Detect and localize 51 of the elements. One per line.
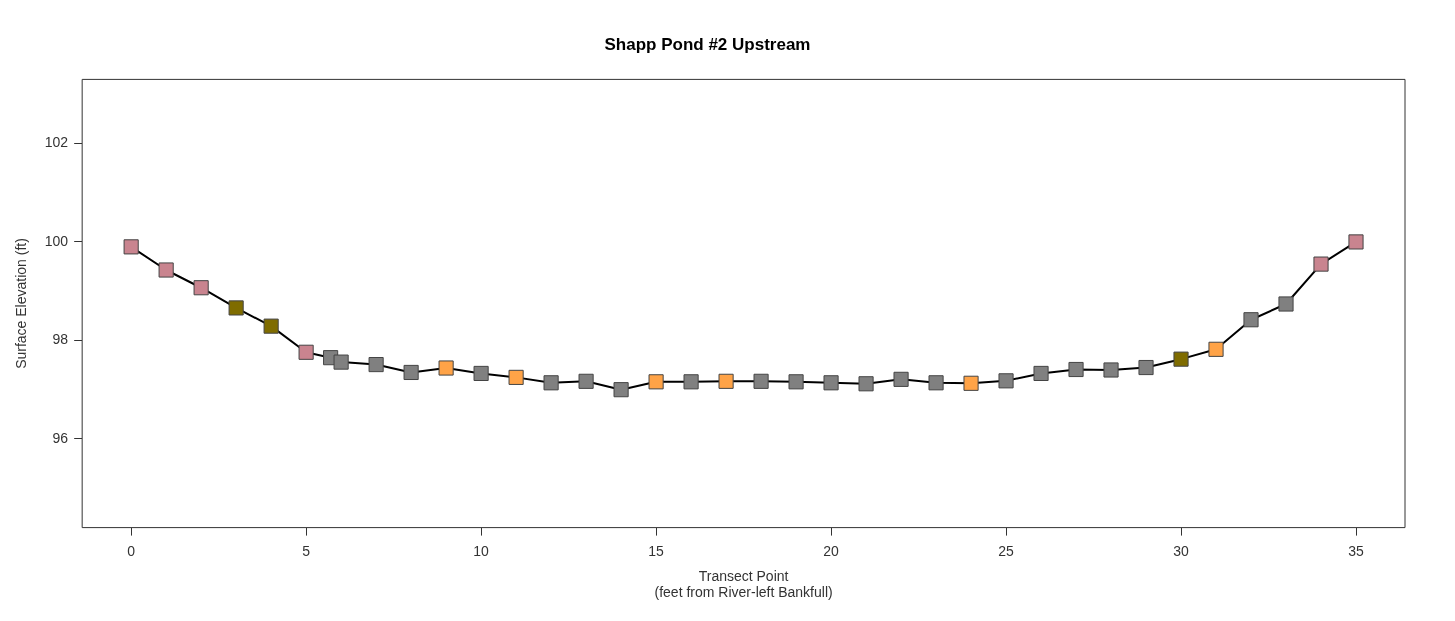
point [508,369,524,385]
point [1033,365,1049,382]
point [403,364,419,381]
point [1138,359,1154,376]
y-tick-label: 98 [52,331,69,348]
x-tick-label: 10 [473,542,490,559]
x-tick-label: 0 [127,542,136,559]
point [298,344,314,360]
point [473,365,489,382]
point [893,371,909,387]
point [1103,362,1119,378]
point [858,376,874,392]
point [648,374,664,390]
point [1208,341,1224,357]
point [158,262,174,278]
y-axis-title: Surface Elevation (ft) [13,238,30,369]
x-tick-label: 35 [1348,542,1364,559]
point [788,374,804,390]
point [1173,351,1189,367]
point [753,373,769,389]
x-axis-title: Transect Point (feet from River-left Bankfull) [654,567,833,601]
point [543,375,559,391]
point [1068,361,1084,378]
point [998,373,1014,389]
y-tick-label: 96 [52,429,69,446]
x-tick-label: 25 [998,542,1015,559]
point [193,280,209,296]
point [438,360,454,376]
point [578,373,594,389]
point [1243,312,1259,328]
point [1278,296,1294,312]
point [1348,234,1364,250]
y-tick-label: 102 [44,134,69,151]
point [1313,256,1329,272]
y-tick-label: 100 [44,232,69,249]
point [683,374,699,390]
point [333,354,349,370]
x-tick-label: 30 [1173,542,1190,559]
x-tick-label: 5 [302,542,311,559]
point [123,239,139,255]
point [263,318,279,334]
point [718,373,734,389]
x-tick-label: 20 [823,542,840,559]
point [928,375,944,391]
chart-title: Shapp Pond #2 Upstream [604,34,811,54]
point [963,375,979,391]
x-tick-label: 15 [648,542,665,559]
point [823,375,839,391]
point [368,357,384,373]
point [228,300,244,316]
point [613,382,629,398]
